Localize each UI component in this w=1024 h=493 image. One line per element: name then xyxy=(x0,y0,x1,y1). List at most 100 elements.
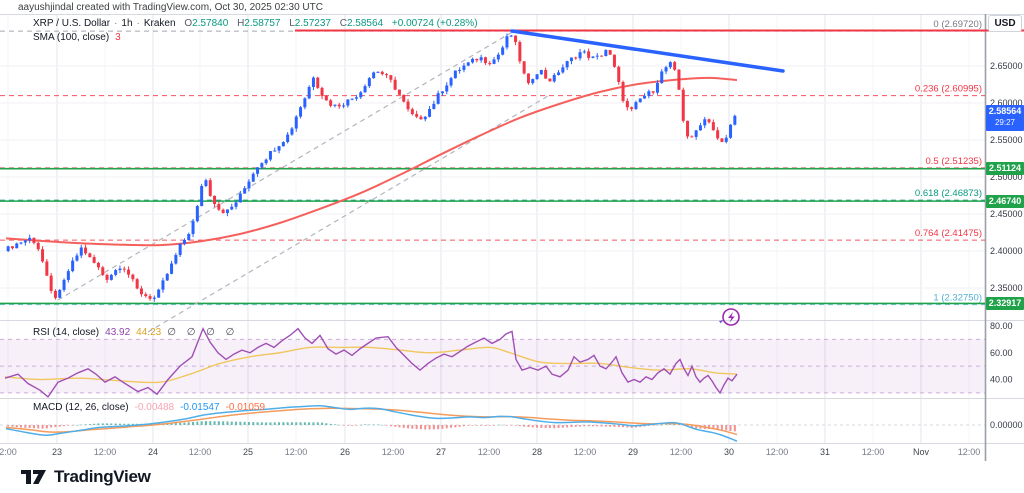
macd-histogram-bar xyxy=(312,422,315,425)
macd-histogram-bar xyxy=(510,425,513,426)
candle xyxy=(217,203,221,210)
price-level-badge: 2.46740 xyxy=(986,194,1024,208)
open-label: O xyxy=(184,18,193,29)
macd-histogram-bar xyxy=(308,422,311,425)
candle xyxy=(600,55,604,57)
candle xyxy=(101,267,105,275)
macd-histogram-bar xyxy=(32,425,35,429)
candle xyxy=(6,246,10,251)
candle xyxy=(587,51,591,58)
footer-bar: TradingView xyxy=(0,461,1024,493)
tradingview-logo-icon xyxy=(21,470,46,484)
macd-histogram-bar xyxy=(28,425,31,429)
macd-histogram-bar xyxy=(690,425,693,428)
macd-histogram-bar xyxy=(609,425,612,427)
candle xyxy=(544,69,548,79)
macd-histogram-bar xyxy=(41,425,44,429)
macd-histogram-bar xyxy=(574,425,577,427)
macd-histogram-bar xyxy=(415,425,418,429)
candle xyxy=(10,246,14,249)
macd-histogram-bar xyxy=(652,425,655,426)
interval-label: 1h xyxy=(121,18,133,29)
macd-histogram-bar xyxy=(118,423,121,425)
candle xyxy=(569,57,573,62)
symbol-legend[interactable]: XRP / U.S. Dollar · 1h · Kraken O2.57840 H2.… xyxy=(33,18,478,29)
macd-histogram-bar xyxy=(97,423,100,425)
macd-signal-value: -0.01059 xyxy=(225,402,266,413)
macd-histogram-bar xyxy=(75,424,78,426)
candle xyxy=(221,209,225,214)
macd-histogram-bar xyxy=(80,424,83,426)
macd-histogram-bar xyxy=(84,424,87,425)
price-tick-label: 2.60000 xyxy=(990,98,1023,108)
candle xyxy=(135,279,139,289)
macd-histogram-bar xyxy=(523,425,526,427)
sma-legend[interactable]: SMA (100, close) 3 xyxy=(33,32,121,43)
rsi-tick-label: 40.00 xyxy=(990,375,1013,385)
open-value: 2.57840 xyxy=(192,18,229,29)
candle xyxy=(703,119,707,126)
macd-histogram-bar xyxy=(604,425,607,427)
currency-button[interactable]: USD xyxy=(988,15,1022,32)
descending-trendline[interactable] xyxy=(510,29,785,73)
change-value: +0.00724 (+0.28%) xyxy=(391,18,478,29)
macd-histogram-bar xyxy=(11,425,14,427)
chart-canvas[interactable]: 2.65000 2.60000 2.55000 2.50000 2.45000 2.400… xyxy=(0,0,1024,462)
candle xyxy=(419,116,423,120)
macd-signal-line xyxy=(5,407,738,436)
candle xyxy=(397,89,401,95)
macd-histogram-bar xyxy=(213,421,216,425)
close-label: C xyxy=(339,18,347,29)
candle xyxy=(458,69,462,71)
macd-histogram-bar xyxy=(720,425,723,430)
fib-level-label: 0.618 (2.46873) xyxy=(915,188,982,199)
candle xyxy=(187,234,191,240)
time-tick-label: 12:00 xyxy=(189,447,212,457)
macd-histogram-bar xyxy=(708,425,711,430)
sma-line[interactable] xyxy=(5,76,738,247)
macd-histogram-bar xyxy=(15,425,18,428)
macd-histogram-bar xyxy=(402,425,405,428)
macd-histogram-bar xyxy=(587,425,590,427)
candle xyxy=(638,98,642,103)
close-value: 2.58564 xyxy=(346,18,384,29)
macd-histogram-bar xyxy=(484,425,487,426)
time-tick-label: 29 xyxy=(628,447,638,457)
macd-histogram-bar xyxy=(536,425,539,428)
macd-histogram-bar xyxy=(209,421,212,425)
candle xyxy=(673,62,677,70)
macd-histogram-bar xyxy=(45,425,48,429)
candle xyxy=(53,290,57,298)
macd-histogram-bar xyxy=(725,425,728,431)
time-tick-label: 12:00 xyxy=(285,447,308,457)
candle xyxy=(225,209,229,214)
macd-histogram-bar xyxy=(553,425,556,429)
candle xyxy=(548,78,552,82)
candle xyxy=(208,180,212,196)
candle xyxy=(157,289,161,298)
candle xyxy=(234,202,238,207)
candle xyxy=(350,98,354,100)
candle xyxy=(449,78,453,86)
low-label: L xyxy=(289,18,295,29)
time-tick-label: Nov xyxy=(913,447,930,457)
macd-histogram-bar xyxy=(187,422,190,425)
macd-histogram-bar xyxy=(63,425,66,427)
candle xyxy=(707,119,711,123)
tradingview-brand[interactable]: TradingView xyxy=(20,467,151,487)
trend-channel-line[interactable] xyxy=(57,30,515,301)
macd-legend[interactable]: MACD (12, 26, close) -0.00488 -0.01547 -0.0… xyxy=(33,402,265,413)
rsi-legend[interactable]: RSI (14, close) 43.92 44.23 ∅ ∅ ∅ ∅ xyxy=(33,327,238,338)
candle xyxy=(354,97,358,99)
candle xyxy=(367,78,371,87)
candle xyxy=(281,142,285,147)
macd-histogram-bar xyxy=(398,425,401,428)
macd-histogram-bar xyxy=(368,424,371,426)
candle xyxy=(273,150,277,152)
candle xyxy=(651,91,655,93)
macd-histogram-bar xyxy=(471,425,474,426)
candle xyxy=(71,260,75,272)
zap-drawing-icon[interactable] xyxy=(719,308,740,326)
fib-level-label: 0 (2.69720) xyxy=(933,19,982,30)
candle xyxy=(41,249,45,262)
